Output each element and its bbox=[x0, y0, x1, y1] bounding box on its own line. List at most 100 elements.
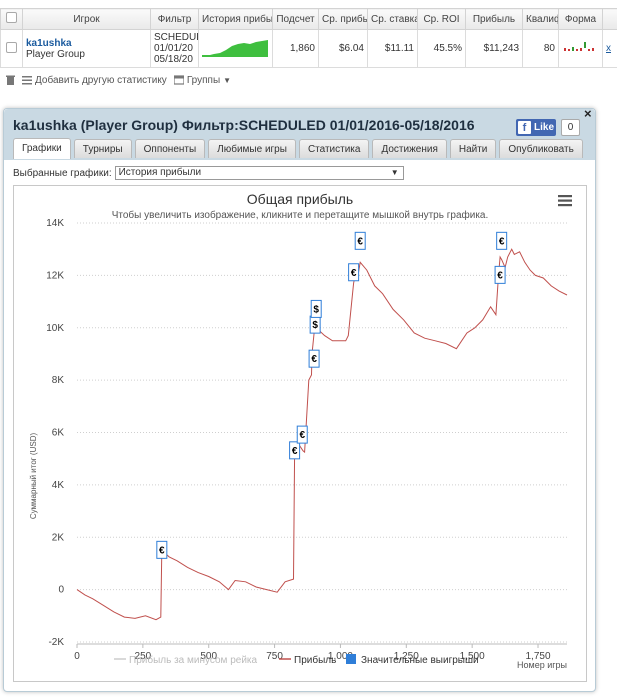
legend-item[interactable]: Прибыль bbox=[279, 654, 336, 666]
x-tick-label: 0 bbox=[74, 651, 80, 662]
count-value: 1,860 bbox=[272, 29, 319, 68]
col-header-profit[interactable]: Прибыль bbox=[465, 8, 523, 30]
dialog-header: ka1ushka (Player Group) Фильтр:SCHEDULED… bbox=[4, 106, 595, 160]
groups-icon bbox=[173, 75, 184, 85]
x-axis-ticks: 0 250 500 750 1,000 1,250 1,500 1,750 bbox=[74, 644, 551, 662]
chart-select-row: Выбранные графики: История прибыли ▼ bbox=[13, 166, 404, 180]
col-header-form[interactable]: Форма bbox=[558, 8, 603, 30]
row-checkbox[interactable] bbox=[0, 29, 23, 68]
player-name-link[interactable]: ka1ushka bbox=[26, 37, 72, 49]
chart-menu-icon[interactable] bbox=[558, 195, 572, 207]
table-row: ka1ushka Player Group SCHEDUL 01/01/20 0… bbox=[0, 29, 617, 68]
y-tick-label: 12K bbox=[46, 270, 64, 281]
chevron-down-icon: ▼ bbox=[223, 75, 232, 85]
facebook-icon: f bbox=[518, 121, 531, 134]
avg-stake-value: $11.11 bbox=[367, 29, 418, 68]
legend-item[interactable]: Прибыль за минусом рейка bbox=[114, 654, 258, 666]
chart-container[interactable]: Общая прибыль Чтобы увеличить изображени… bbox=[13, 185, 587, 682]
legend-item[interactable]: Значительные выигрыши bbox=[346, 654, 479, 666]
big-win-flag[interactable]: € bbox=[494, 265, 506, 284]
x-tick-label: 250 bbox=[135, 651, 152, 662]
tab-publish[interactable]: Опубликовать bbox=[499, 139, 583, 158]
big-win-flag[interactable]: € bbox=[308, 349, 320, 368]
facebook-like-count: 0 bbox=[561, 119, 580, 136]
big-win-flag[interactable]: € bbox=[348, 263, 360, 282]
series-line-profit bbox=[76, 248, 568, 621]
x-tick-label: 1,250 bbox=[394, 651, 419, 662]
col-header-avg-stake[interactable]: Ср. ставка bbox=[367, 8, 418, 30]
tab-achievements[interactable]: Достижения bbox=[372, 139, 447, 158]
profit-chart[interactable]: Общая прибыль Чтобы увеличить изображени… bbox=[14, 186, 586, 681]
chart-select[interactable]: История прибыли ▼ bbox=[114, 166, 404, 180]
y-tick-label: 2K bbox=[52, 532, 65, 543]
profit-value: $11,243 bbox=[465, 29, 523, 68]
groups-dropdown[interactable]: Группы ▼ bbox=[173, 75, 232, 86]
tab-statistics[interactable]: Статистика bbox=[298, 139, 370, 158]
form-sparkline bbox=[558, 29, 603, 68]
filter-line: 01/01/20 bbox=[154, 43, 193, 54]
col-header-player[interactable]: Игрок bbox=[22, 8, 151, 30]
big-win-flag[interactable]: € bbox=[296, 425, 308, 444]
filter-cell: SCHEDUL 01/01/20 05/18/20 bbox=[150, 29, 199, 68]
big-win-flag[interactable]: $ bbox=[309, 315, 321, 334]
player-cell: ka1ushka Player Group bbox=[22, 29, 151, 68]
y-tick-label: 14K bbox=[46, 218, 64, 229]
profit-history-sparkline[interactable] bbox=[198, 29, 273, 68]
x-tick-label: 1,500 bbox=[460, 651, 485, 662]
big-win-flag[interactable]: € bbox=[289, 441, 301, 460]
avg-roi-value: 45.5% bbox=[417, 29, 466, 68]
big-win-flag-label: € bbox=[299, 430, 305, 441]
stats-table: Игрок Фильтр История прибы Подсчет Ср. п… bbox=[0, 8, 617, 68]
dialog-tabs: Графики Турниры Оппоненты Любимые игры С… bbox=[13, 138, 583, 159]
x-tick-label: 500 bbox=[200, 651, 217, 662]
big-win-flag-label: $ bbox=[313, 304, 319, 315]
y-tick-label: -2K bbox=[48, 637, 64, 648]
big-win-flag[interactable]: $ bbox=[310, 299, 322, 318]
col-header-qualif[interactable]: Квалиф bbox=[522, 8, 559, 30]
x-tick-label: 1,750 bbox=[526, 651, 551, 662]
x-tick-label: 1,000 bbox=[328, 651, 353, 662]
dialog-title: ka1ushka (Player Group) Фильтр:SCHEDULED… bbox=[13, 117, 475, 133]
tab-favorite-games[interactable]: Любимые игры bbox=[208, 139, 296, 158]
chart-grid bbox=[77, 222, 567, 645]
big-win-flag-label: € bbox=[159, 545, 165, 556]
big-win-flag[interactable]: € bbox=[496, 231, 508, 250]
big-win-flag-label: € bbox=[499, 236, 505, 247]
table-header-row: Игрок Фильтр История прибы Подсчет Ср. п… bbox=[0, 8, 617, 30]
tab-charts[interactable]: Графики bbox=[13, 138, 71, 159]
big-win-flag[interactable]: € bbox=[354, 231, 366, 250]
qualif-value: 80 bbox=[522, 29, 559, 68]
y-tick-label: 10K bbox=[46, 323, 64, 334]
big-win-flag-label: € bbox=[292, 446, 298, 457]
player-dialog: ka1ushka (Player Group) Фильтр:SCHEDULED… bbox=[3, 106, 596, 692]
col-header-avg-roi[interactable]: Ср. ROI bbox=[417, 8, 466, 30]
stats-list-icon bbox=[22, 76, 32, 85]
filter-line: SCHEDUL bbox=[154, 32, 199, 43]
col-header-filter[interactable]: Фильтр bbox=[150, 8, 199, 30]
col-header-profit-history[interactable]: История прибы bbox=[198, 8, 273, 30]
y-axis-label: Суммарный итог (USD) bbox=[29, 433, 38, 520]
tab-find[interactable]: Найти bbox=[449, 139, 497, 158]
facebook-like-button[interactable]: f Like bbox=[516, 119, 556, 136]
player-group: Player Group bbox=[26, 48, 85, 60]
col-header-count[interactable]: Подсчет bbox=[272, 8, 319, 30]
big-win-flag-label: € bbox=[311, 354, 317, 365]
big-win-flag-label: € bbox=[497, 270, 503, 281]
big-win-flag[interactable]: € bbox=[156, 540, 168, 559]
select-all-checkbox[interactable] bbox=[0, 8, 23, 30]
tab-opponents[interactable]: Оппоненты bbox=[134, 139, 206, 158]
row-extra-link[interactable]: x bbox=[602, 29, 617, 68]
close-icon[interactable]: × bbox=[584, 106, 592, 121]
trash-icon[interactable] bbox=[6, 75, 15, 85]
legend-label: Значительные выигрыши bbox=[361, 655, 479, 666]
y-axis-ticks: -2K 0 2K 4K 6K 8K 10K 12K 14K bbox=[46, 218, 64, 648]
chart-title: Общая прибыль bbox=[247, 191, 353, 207]
big-win-flag-label: $ bbox=[312, 320, 318, 331]
x-axis-label: Номер игры bbox=[517, 660, 567, 670]
add-stat-button[interactable]: Добавить другую статистику bbox=[22, 75, 167, 86]
tab-tournaments[interactable]: Турниры bbox=[73, 139, 132, 158]
table-toolbar: Добавить другую статистику Группы ▼ bbox=[6, 72, 231, 88]
chevron-down-icon: ▼ bbox=[390, 168, 399, 177]
chart-select-value: История прибыли bbox=[118, 167, 202, 178]
col-header-avg-profit[interactable]: Ср. прибы bbox=[318, 8, 368, 30]
